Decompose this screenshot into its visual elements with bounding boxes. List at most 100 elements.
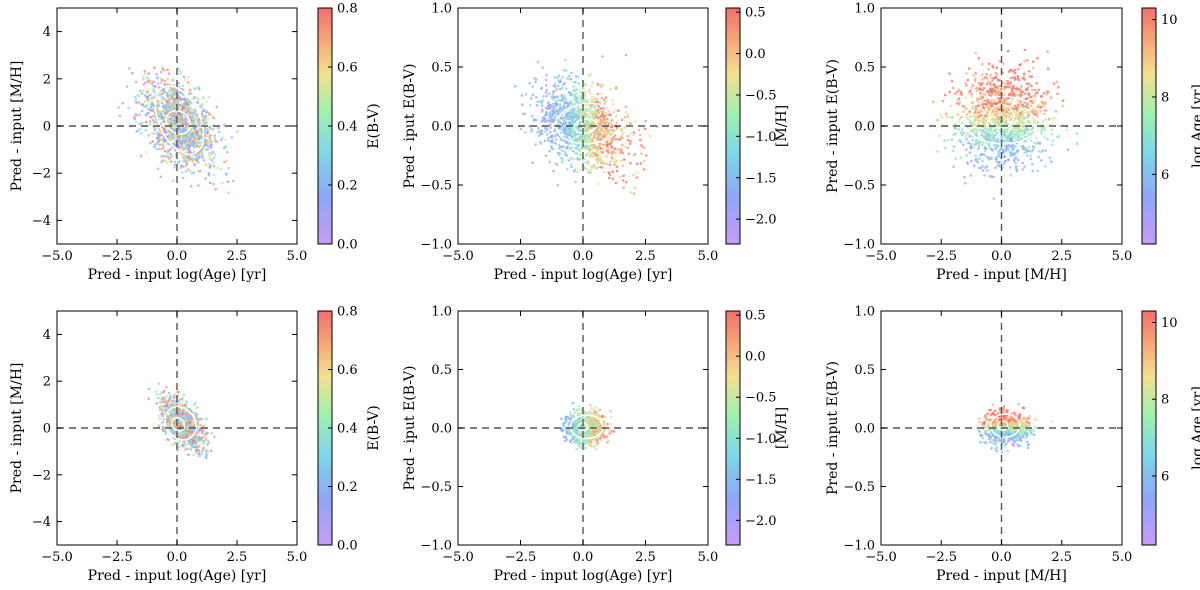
- scatter-point: [599, 156, 602, 160]
- scatter-point: [201, 156, 204, 159]
- scatter-point: [1017, 137, 1020, 140]
- scatter-point: [170, 96, 174, 100]
- density-contour-2: [963, 95, 1043, 145]
- scatter-point: [197, 86, 200, 89]
- scatter-point: [168, 401, 171, 405]
- scatter-point: [1020, 119, 1024, 122]
- scatter-point: [969, 89, 972, 93]
- scatter-point: [590, 85, 593, 88]
- scatter-point: [1040, 132, 1043, 135]
- scatter-point: [181, 400, 185, 403]
- scatter-point: [173, 83, 176, 86]
- scatter-point: [996, 164, 1000, 168]
- scatter-point: [597, 105, 600, 108]
- scatter-point: [206, 148, 210, 151]
- scatter-point: [609, 137, 613, 141]
- scatter-point: [987, 68, 990, 71]
- scatter-point: [1002, 120, 1005, 124]
- scatter-point: [184, 120, 188, 123]
- scatter-point: [197, 137, 200, 141]
- scatter-point: [167, 391, 171, 395]
- scatter-point: [219, 167, 223, 171]
- scatter-point: [166, 103, 169, 106]
- scatter-point: [200, 438, 203, 442]
- scatter-point: [585, 160, 588, 164]
- scatter-point: [960, 128, 964, 131]
- scatter-point: [1009, 118, 1012, 121]
- scatter-point: [962, 143, 965, 146]
- scatter-point: [184, 99, 188, 103]
- scatter-point: [556, 84, 560, 88]
- scatter-point: [162, 429, 165, 432]
- scatter-point: [991, 101, 994, 105]
- scatter-point: [179, 166, 182, 170]
- scatter-point: [981, 78, 984, 81]
- scatter-point: [965, 154, 968, 157]
- scatter-point: [179, 146, 183, 149]
- scatter-point: [977, 81, 981, 85]
- scatter-point: [160, 395, 164, 399]
- scatter-point: [990, 90, 993, 93]
- scatter-point: [628, 121, 632, 125]
- scatter-point: [979, 87, 982, 91]
- scatter-point: [971, 84, 975, 87]
- scatter-point: [967, 141, 970, 144]
- scatter-point: [975, 133, 978, 137]
- scatter-point: [580, 147, 584, 150]
- scatter-point: [956, 113, 960, 116]
- scatter-point: [977, 122, 980, 126]
- scatter-point: [974, 52, 978, 55]
- scatter-point: [569, 99, 572, 103]
- scatter-point: [1003, 132, 1006, 136]
- scatter-point: [620, 127, 624, 131]
- scatter-point: [948, 72, 951, 75]
- scatter-point: [974, 138, 978, 142]
- scatter-point: [565, 112, 568, 116]
- scatter-point: [590, 168, 593, 171]
- scatter-point: [157, 414, 160, 418]
- scatter-point: [582, 99, 586, 103]
- scatter-point: [161, 147, 165, 150]
- scatter-point: [196, 101, 200, 104]
- scatter-point: [588, 139, 591, 143]
- scatter-point: [575, 157, 578, 161]
- scatter-point: [980, 130, 984, 134]
- scatter-point: [596, 116, 600, 119]
- scatter-point: [1046, 50, 1049, 53]
- y-axis-label: Pred - iput E(B-V): [402, 63, 418, 188]
- scatter-point: [994, 147, 997, 151]
- scatter-point: [1013, 71, 1017, 75]
- scatter-point: [576, 170, 579, 174]
- scatter-point: [1010, 130, 1014, 133]
- scatter-point: [181, 128, 185, 131]
- scatter-point: [620, 159, 623, 163]
- scatter-point: [200, 112, 204, 115]
- scatter-point: [514, 84, 517, 88]
- scatter-point: [549, 115, 552, 119]
- scatter-point: [168, 117, 171, 120]
- scatter-point: [1024, 105, 1028, 108]
- y-axis-label: Pred - input [M/H]: [9, 61, 25, 192]
- scatter-point: [181, 139, 185, 142]
- scatter-point: [202, 442, 205, 446]
- scatter-point: [187, 146, 191, 150]
- scatter-point: [160, 91, 163, 95]
- scatter-point: [147, 72, 150, 75]
- scatter-point: [166, 68, 169, 72]
- scatter-point: [1026, 128, 1029, 132]
- scatter-point: [181, 412, 184, 416]
- scatter-point: [966, 78, 970, 82]
- scatter-point: [134, 95, 137, 99]
- scatter-point: [604, 96, 608, 99]
- scatter-point: [1017, 113, 1020, 116]
- scatter-point: [990, 87, 994, 91]
- scatter-point: [530, 127, 533, 131]
- scatter-point: [184, 419, 188, 422]
- scatter-point: [553, 76, 556, 79]
- scatter-point: [1009, 76, 1013, 80]
- scatter-point: [224, 173, 228, 176]
- scatter-point: [1027, 131, 1030, 135]
- colorbar-frame: [1141, 7, 1157, 245]
- scatter-point: [593, 152, 597, 156]
- scatter-point: [577, 82, 581, 85]
